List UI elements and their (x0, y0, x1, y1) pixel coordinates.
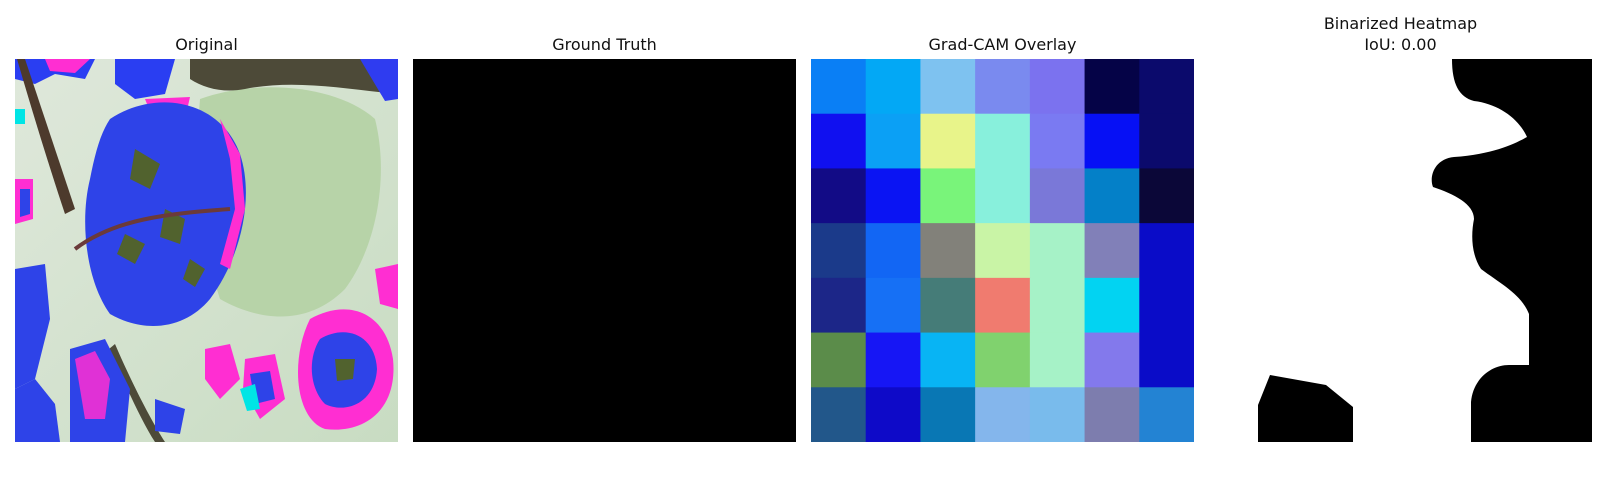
gradcam-title: Grad-CAM Overlay (928, 35, 1077, 54)
heatmap-cell (1139, 387, 1194, 442)
heatmap-cell (1084, 59, 1140, 115)
heatmap-cell (865, 59, 921, 115)
heatmap-cell (920, 223, 976, 279)
heatmap-cell (1084, 277, 1140, 334)
heatmap-cell (1139, 223, 1194, 279)
heatmap-cell (865, 223, 921, 279)
heatmap-cell (811, 387, 867, 442)
heatmap-cell (1084, 168, 1140, 224)
heatmap-cell (811, 277, 867, 334)
heatmap-cell (865, 168, 921, 224)
heatmap-cell (975, 113, 1031, 169)
heatmap-cell (1139, 113, 1194, 169)
heatmap-cell (975, 332, 1031, 388)
heatmap-cell (920, 387, 976, 442)
binarized-mask (1209, 59, 1592, 442)
heatmap-cell (920, 277, 976, 334)
gradcam-heatmap (811, 59, 1194, 442)
heatmap-cell (1029, 113, 1086, 169)
heatmap-cell (811, 168, 867, 224)
ground-truth-title: Ground Truth (552, 35, 657, 54)
heatmap-cell (1084, 332, 1140, 388)
heatmap-cell (975, 223, 1031, 279)
heatmap-cell (811, 59, 867, 115)
heatmap-cell (920, 113, 976, 169)
heatmap-cell (811, 113, 867, 169)
heatmap-cell (811, 223, 867, 279)
heatmap-cell (865, 387, 921, 442)
heatmap-cell (975, 387, 1031, 442)
heatmap-cell (1029, 168, 1086, 224)
heatmap-cell (1139, 332, 1194, 388)
heatmap-cell (975, 59, 1031, 115)
heatmap-cell (1084, 223, 1140, 279)
heatmap-cell (1084, 387, 1140, 442)
ground-truth-mask (413, 59, 796, 442)
heatmap-cell (1084, 113, 1140, 169)
binarized-mask-svg (1209, 59, 1592, 442)
heatmap-cell (920, 59, 976, 115)
binarized-title: Binarized Heatmap (1323, 14, 1478, 33)
heatmap-cell (865, 113, 921, 169)
heatmap-cell (1029, 59, 1086, 115)
heatmap-cell (1139, 168, 1194, 224)
heatmap-cell (975, 168, 1031, 224)
original-title: Original (175, 35, 238, 54)
heatmap-cell (865, 332, 921, 388)
heatmap-cell (811, 332, 867, 388)
gradcam-heatmap-svg (811, 59, 1194, 442)
heatmap-cell (865, 277, 921, 334)
iou-label: IoU: 0.00 (1364, 35, 1437, 54)
heatmap-cell (920, 168, 976, 224)
original-image (15, 59, 398, 442)
heatmap-cell (975, 277, 1031, 334)
heatmap-cell (1029, 332, 1086, 388)
heatmap-cell (1139, 59, 1194, 115)
original-image-svg (15, 59, 398, 442)
heatmap-cell (1029, 277, 1086, 334)
heatmap-cell (1029, 387, 1086, 442)
heatmap-cell (1139, 277, 1194, 334)
heatmap-cell (1029, 223, 1086, 279)
heatmap-cell (920, 332, 976, 388)
